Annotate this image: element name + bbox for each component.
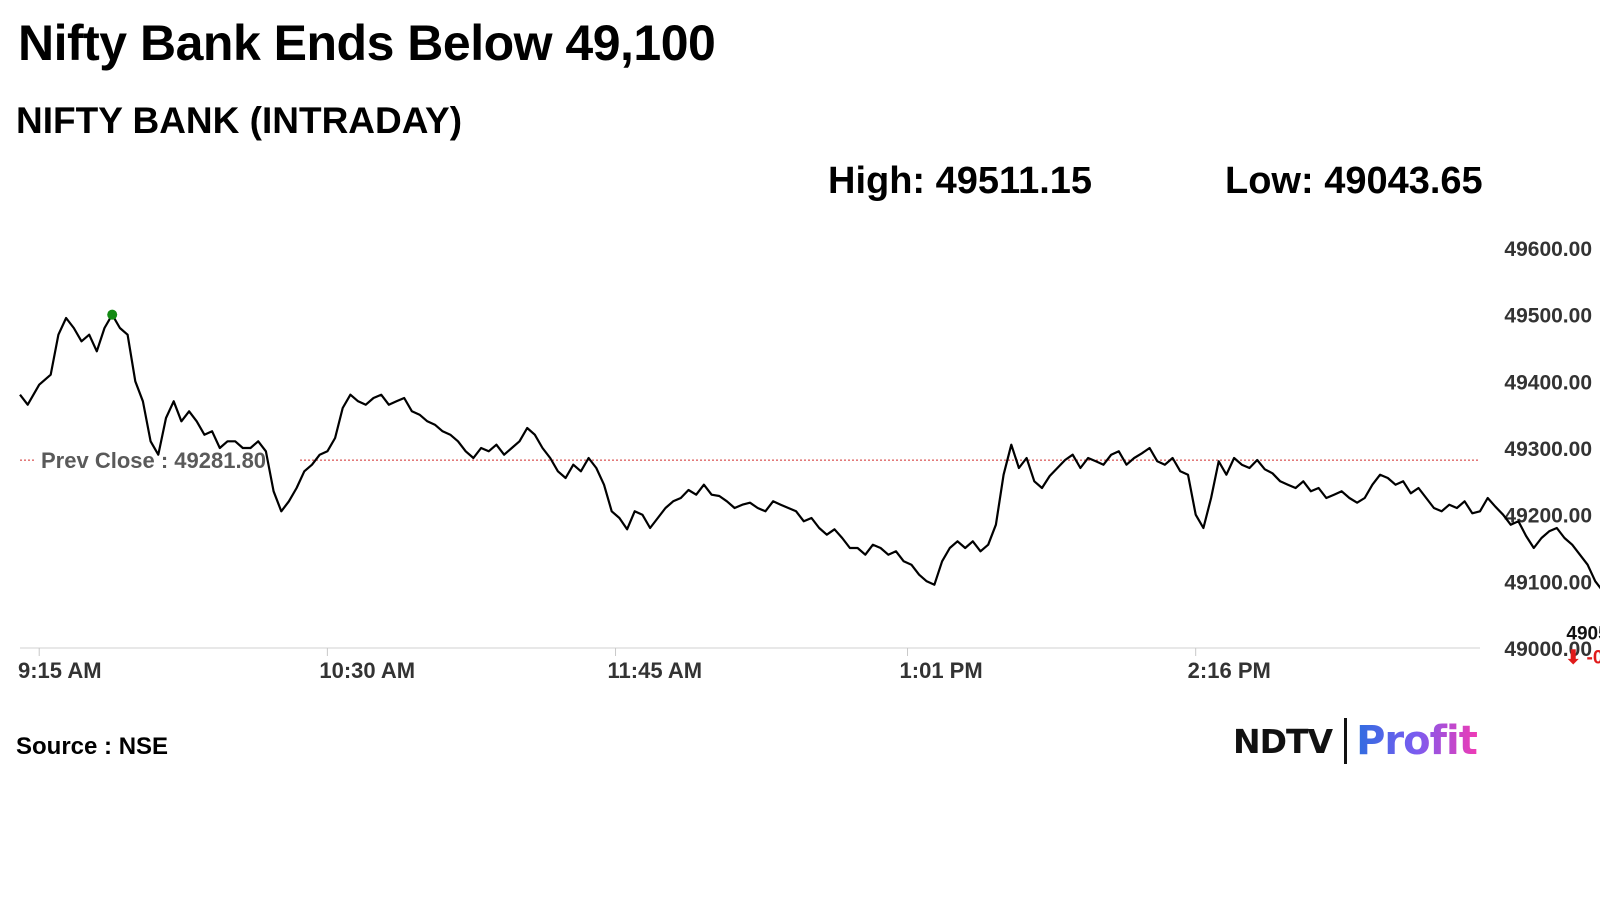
- y-tick-label: 49100.00: [1504, 571, 1592, 594]
- brand-divider: [1344, 718, 1348, 764]
- y-tick-label: 49200.00: [1504, 505, 1592, 528]
- x-tick-label: 1:01 PM: [900, 658, 983, 683]
- headline: Nifty Bank Ends Below 49,100: [18, 15, 716, 71]
- y-tick-label: 49400.00: [1504, 371, 1592, 394]
- chart-title: NIFTY BANK (INTRADAY): [16, 100, 463, 141]
- high-stat: High: 49511.15: [828, 160, 1093, 202]
- brand-logo-left: NDTV: [1233, 721, 1333, 761]
- price-line: [19, 313, 1600, 590]
- prev-close-label-bg: [36, 444, 300, 475]
- last-value-label: 49059.15: [1566, 623, 1600, 644]
- brand-logo-right: Profit: [1356, 718, 1478, 764]
- brand-logo: NDTV Profit: [1233, 718, 1478, 764]
- source-note: Source : NSE: [16, 733, 169, 760]
- high-marker: [107, 309, 118, 320]
- x-tick-label: 9:15 AM: [18, 658, 102, 683]
- x-tick-label: 2:16 PM: [1188, 658, 1271, 683]
- y-tick-label: 49300.00: [1504, 438, 1592, 461]
- intraday-line-chart: 9:15 AM 10:30 AM 11:45 AM 1:01 PM 2:16 PM 490…: [18, 238, 1600, 683]
- x-tick-label: 10:30 AM: [319, 658, 415, 683]
- change-label: ⬇ -0.45%: [1565, 647, 1600, 668]
- y-tick-label: 49600.00: [1504, 238, 1592, 261]
- y-tick-label: 49500.00: [1504, 305, 1592, 328]
- y-tick-label: 49000.00: [1504, 638, 1592, 661]
- low-stat: Low: 49043.65: [1225, 160, 1483, 202]
- x-tick-label: 11:45 AM: [608, 658, 703, 683]
- prev-close-label: Prev Close : 49281.80: [41, 448, 266, 473]
